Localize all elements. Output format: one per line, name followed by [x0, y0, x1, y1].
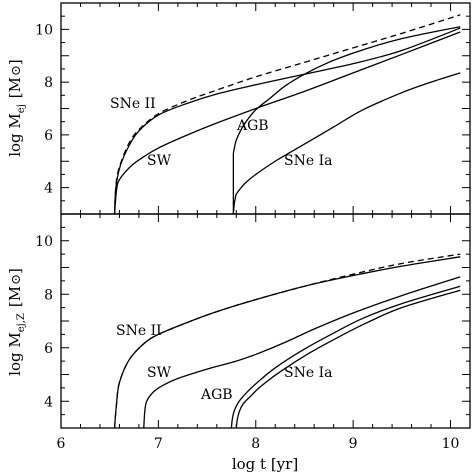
bottom-panel-frame [60, 213, 471, 429]
top-ytick-label: 10 [35, 22, 53, 38]
top-ytick-label: 6 [44, 128, 53, 144]
bottom-label-sne-ii: SNe II [116, 323, 162, 339]
top-label-sne-ia: SNe Ia [284, 153, 332, 169]
top-ylabel: log Mej [M⊙] [6, 59, 27, 157]
bottom-ytick-label: 4 [44, 394, 53, 410]
chart-curves [113, 14, 461, 429]
bottom-label-sne-ia: SNe Ia [284, 365, 332, 381]
bottom-xtick-label: 6 [57, 436, 66, 452]
top-ylabel-unit: [M [6, 77, 24, 98]
svg-text:log Mej,Z[M⊙]: log Mej,Z [M⊙] [6, 268, 27, 376]
bottom-label-agb: AGB [200, 387, 233, 403]
top-label-sw: SW [147, 153, 172, 169]
bottom-label-sw: SW [147, 365, 172, 381]
x-axis-title: log t [yr] [232, 455, 298, 473]
tick-labels: 4 6 8 10 4 6 8 10 6 7 8 9 10 [35, 22, 459, 452]
bottom-ylabel-sun: ⊙ [9, 274, 24, 285]
svg-text:log Mej[M⊙]: log Mej [M⊙] [6, 59, 27, 157]
bottom-curve-sne-ia [235, 289, 461, 429]
top-label-sne-ii: SNe II [110, 96, 156, 112]
top-ylabel-sun: ⊙ [9, 65, 24, 76]
bottom-ylabel-sub: ej,Z [16, 313, 27, 332]
top-ylabel-close: ] [6, 59, 24, 65]
bottom-ylabel-main: log M [6, 332, 24, 376]
bottom-curve-sw [143, 276, 461, 429]
bottom-ylabel: log Mej,Z [M⊙] [6, 268, 27, 376]
bottom-ylabel-close: ] [6, 268, 24, 274]
top-curve-sne-ia [232, 72, 461, 215]
bottom-ytick-label: 8 [44, 287, 53, 303]
top-label-agb: AGB [236, 118, 269, 134]
bottom-curve-sne-ii [113, 256, 461, 429]
top-curve-sne-ii [113, 27, 461, 215]
top-ylabel-main: log M [6, 113, 24, 157]
axis-ticks [60, 2, 471, 429]
bottom-xtick-label: 8 [251, 436, 260, 452]
top-curve-sw [113, 31, 461, 215]
top-curve-agb [232, 26, 461, 154]
bottom-ylabel-unit: [M [6, 286, 24, 307]
top-ylabel-sub: ej [16, 104, 27, 113]
top-curve-total [113, 14, 461, 215]
bottom-ytick-label: 10 [35, 234, 53, 250]
top-ytick-label: 8 [44, 75, 53, 91]
top-ytick-label: 4 [44, 181, 53, 197]
bottom-xtick-label: 7 [154, 436, 163, 452]
bottom-xtick-label: 9 [349, 436, 358, 452]
bottom-ytick-label: 6 [44, 341, 53, 357]
bottom-xtick-label: 10 [442, 436, 460, 452]
bottom-curve-agb [230, 285, 461, 429]
